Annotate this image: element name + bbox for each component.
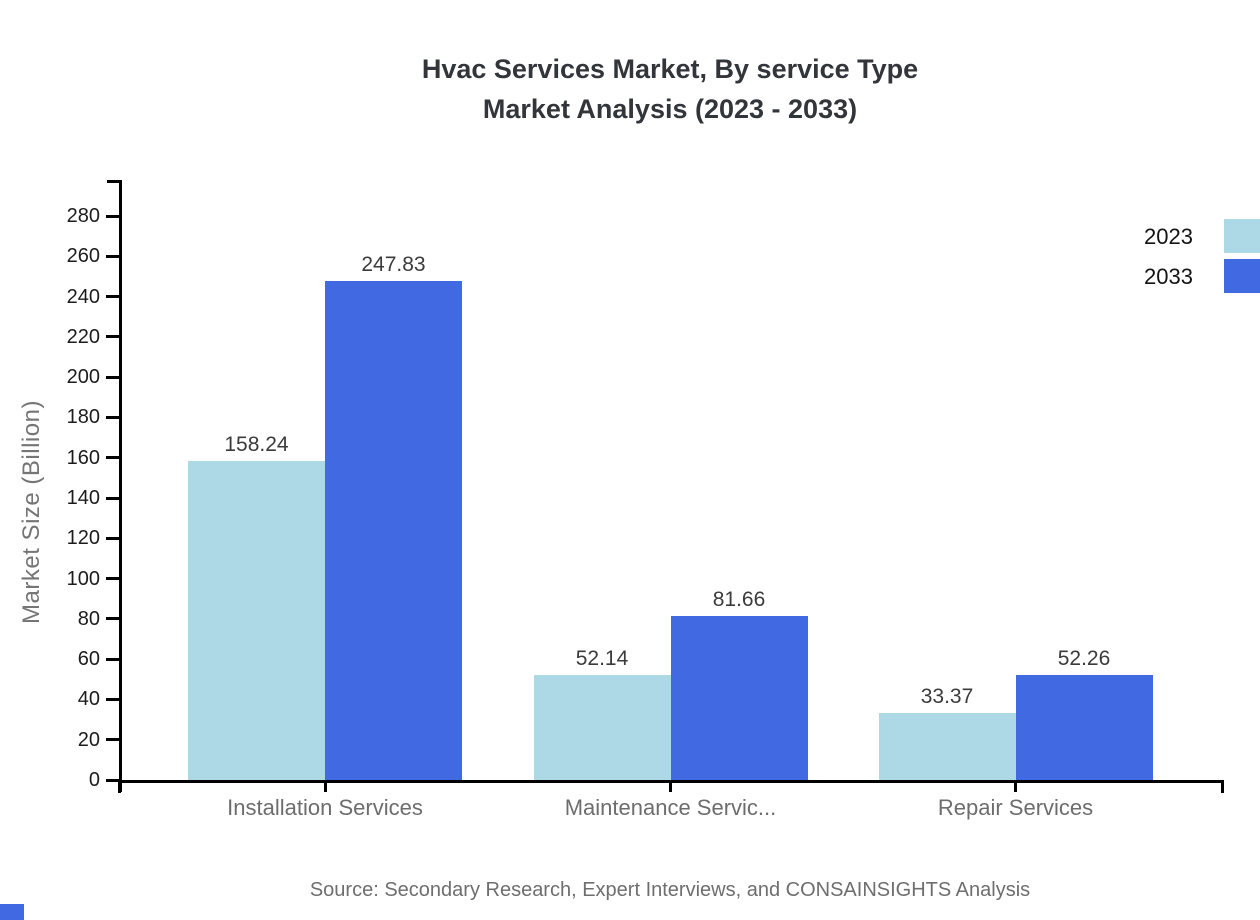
y-axis-tick <box>106 577 119 581</box>
y-axis-tick <box>106 738 119 742</box>
y-axis-tick-label: 140 <box>66 487 100 509</box>
x-axis-tick <box>323 783 327 792</box>
y-axis-tick <box>106 536 119 540</box>
y-axis-tick-label: 120 <box>66 527 100 550</box>
y-axis-tick-label: 0 <box>88 769 100 791</box>
legend-swatch-2033 <box>1224 259 1260 293</box>
y-axis-tick <box>106 375 119 379</box>
category-label: Repair Services <box>937 795 1094 820</box>
corner-blue-square <box>0 904 24 920</box>
bar-value-label: 81.66 <box>712 587 766 611</box>
y-axis-tick-label: 60 <box>77 648 100 671</box>
bar-value-label: 33.37 <box>920 684 974 708</box>
source-note: Source: Secondary Research, Expert Inter… <box>309 879 1031 901</box>
bar-2023-2 <box>533 674 671 780</box>
x-axis-tick <box>669 783 672 792</box>
category-label: Maintenance Servic... <box>564 795 777 820</box>
chart-title-line-2: Market Analysis (2023 - 2033) <box>482 94 858 124</box>
y-axis-tick-label: 200 <box>66 366 100 389</box>
y-axis-tick-label: 160 <box>66 446 100 469</box>
bar-value-label: 52.14 <box>575 646 629 670</box>
bar-2023-3 <box>878 712 1016 780</box>
y-axis-top-cap <box>107 180 120 183</box>
legend-label-2023: 2023 <box>1144 224 1193 249</box>
y-axis-tick <box>106 617 119 621</box>
y-axis-tick <box>106 214 119 218</box>
x-axis-left-cap <box>118 780 121 793</box>
chart-title: Hvac Services Market, By service Type Ma… <box>40 49 1260 129</box>
y-axis-tick <box>106 778 119 782</box>
y-axis-tick <box>106 335 119 339</box>
y-axis-tick-label: 80 <box>77 607 100 630</box>
bar-2033-2 <box>670 615 808 780</box>
y-axis-tick-label: 100 <box>66 567 100 590</box>
x-axis-right-cap <box>1221 780 1224 793</box>
y-axis-tick <box>106 657 119 661</box>
chart-title-line-1: Hvac Services Market, By service Type <box>421 54 919 84</box>
y-axis-line <box>119 180 122 792</box>
x-axis-line <box>118 780 1224 783</box>
y-axis-tick-label: 40 <box>77 688 100 711</box>
y-axis-tick-label: 220 <box>66 325 100 348</box>
bar-2033-1 <box>325 280 462 780</box>
legend-swatch-2023 <box>1224 219 1260 253</box>
bar-value-label: 158.24 <box>224 433 289 457</box>
bar-2023-1 <box>188 461 325 780</box>
y-axis-tick <box>106 295 119 299</box>
y-axis-tick <box>106 697 119 701</box>
legend-label-2033: 2033 <box>1144 264 1193 289</box>
bar-value-label: 247.83 <box>361 252 426 276</box>
y-axis-tick-label: 260 <box>66 245 100 268</box>
y-axis-tick <box>106 415 119 419</box>
y-axis-tick <box>106 456 119 460</box>
y-axis-tick-label: 240 <box>66 285 100 308</box>
bar-value-label: 52.26 <box>1057 646 1111 670</box>
y-axis-tick <box>106 496 119 500</box>
y-axis-tick-label: 180 <box>66 406 100 429</box>
y-axis-tick-label: 280 <box>66 205 100 227</box>
y-axis-tick <box>106 254 119 258</box>
category-label: Installation Services <box>227 795 423 820</box>
bar-2033-3 <box>1015 674 1153 780</box>
x-axis-tick <box>1014 783 1017 792</box>
y-axis-tick-label: 20 <box>77 728 100 751</box>
